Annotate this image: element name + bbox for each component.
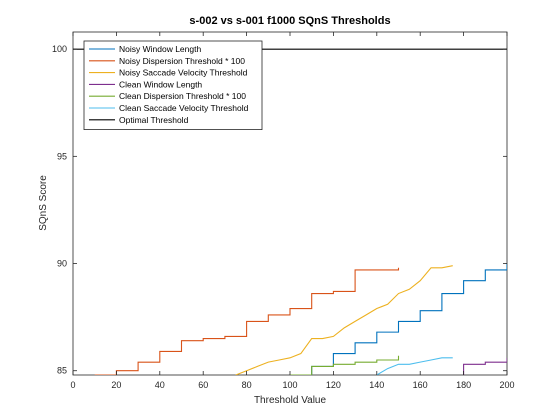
x-tick-label: 20: [111, 380, 121, 390]
legend-entry-label: Clean Saccade Velocity Threshold: [119, 103, 249, 113]
series-line-noisy-window-length: [311, 263, 507, 375]
series-line-clean-dispersion-threshold-100: [290, 355, 400, 375]
y-axis-label: SQnS Score: [38, 175, 49, 231]
y-tick-label: 100: [52, 44, 67, 54]
legend-entry-label: Noisy Saccade Velocity Threshold: [119, 68, 248, 78]
x-tick-label: 60: [198, 380, 208, 390]
y-axis: 85 90 95 100: [52, 44, 507, 376]
legend-entry-label: Noisy Window Length: [119, 44, 201, 54]
chart-title: s-002 vs s-001 f1000 SQnS Thresholds: [189, 15, 390, 27]
y-tick-label: 85: [57, 366, 67, 376]
x-tick-label: 100: [282, 380, 297, 390]
x-tick-label: 200: [499, 380, 514, 390]
legend: Noisy Window Length Noisy Dispersion Thre…: [83, 40, 263, 130]
series-line-clean-window-length: [463, 357, 507, 375]
y-tick-label: 95: [57, 151, 67, 161]
series-line-clean-saccade-velocity-threshold: [376, 357, 453, 375]
y-tick-label: 90: [57, 259, 67, 269]
x-tick-label: 180: [456, 380, 471, 390]
x-tick-label: 120: [326, 380, 341, 390]
x-tick-label: 0: [70, 380, 75, 390]
series-line-noisy-saccade-velocity-threshold: [235, 265, 453, 375]
x-tick-label: 40: [155, 380, 165, 390]
legend-box: [83, 40, 263, 130]
x-tick-label: 80: [242, 380, 252, 390]
x-tick-label: 140: [369, 380, 384, 390]
legend-entry-label: Clean Window Length: [119, 79, 202, 89]
x-tick-label: 160: [413, 380, 428, 390]
x-axis-label: Threshold Value: [254, 395, 327, 406]
legend-entry-label: Clean Dispersion Threshold * 100: [119, 91, 246, 101]
legend-entry-label: Optimal Threshold: [119, 115, 189, 125]
legend-entry-label: Noisy Dispersion Threshold * 100: [119, 56, 245, 66]
series-line-noisy-dispersion-threshold-100: [94, 267, 400, 375]
x-axis: 0 20 40 60 80 100 120 140 160 180 200: [70, 32, 515, 390]
